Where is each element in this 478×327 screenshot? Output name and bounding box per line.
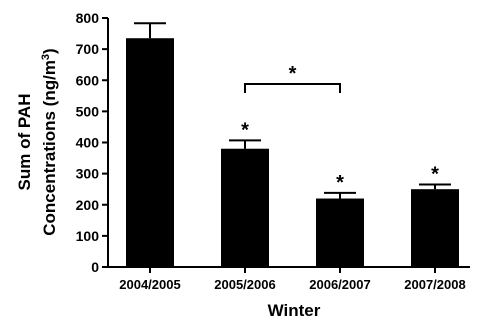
y-tick-label: 700 [76, 41, 100, 57]
y-axis-title-line2: Concentrations (ng/m3) [40, 48, 59, 235]
bar [126, 38, 174, 268]
y-axis-title-line1: Sum of PAH [15, 94, 34, 191]
significance-star: * [431, 164, 439, 186]
x-tick-label: 2007/2008 [404, 277, 465, 292]
x-tick-label: 2005/2006 [214, 277, 275, 292]
y-tick-label: 600 [76, 72, 100, 88]
plot-area: 0 100 200 300 400 500 600 700 800 2004/2005 2005/2… [76, 10, 470, 292]
significance-star: * [241, 119, 249, 141]
y-tick-label: 200 [76, 197, 100, 213]
y-tick-label: 500 [76, 103, 100, 119]
comparison-star: * [289, 63, 297, 85]
y-tick-label: 300 [76, 166, 100, 182]
bar [411, 189, 459, 267]
y-tick-label: 800 [76, 10, 100, 26]
significance-star: * [336, 172, 344, 194]
x-tick-label: 2004/2005 [119, 277, 180, 292]
x-tick-label: 2006/2007 [309, 277, 370, 292]
y-tick-label: 400 [76, 135, 100, 151]
x-axis-title: Winter [268, 301, 321, 320]
y-tick-label: 0 [91, 259, 99, 275]
bar [316, 198, 364, 267]
y-tick-label: 100 [76, 228, 100, 244]
bar [221, 148, 269, 267]
